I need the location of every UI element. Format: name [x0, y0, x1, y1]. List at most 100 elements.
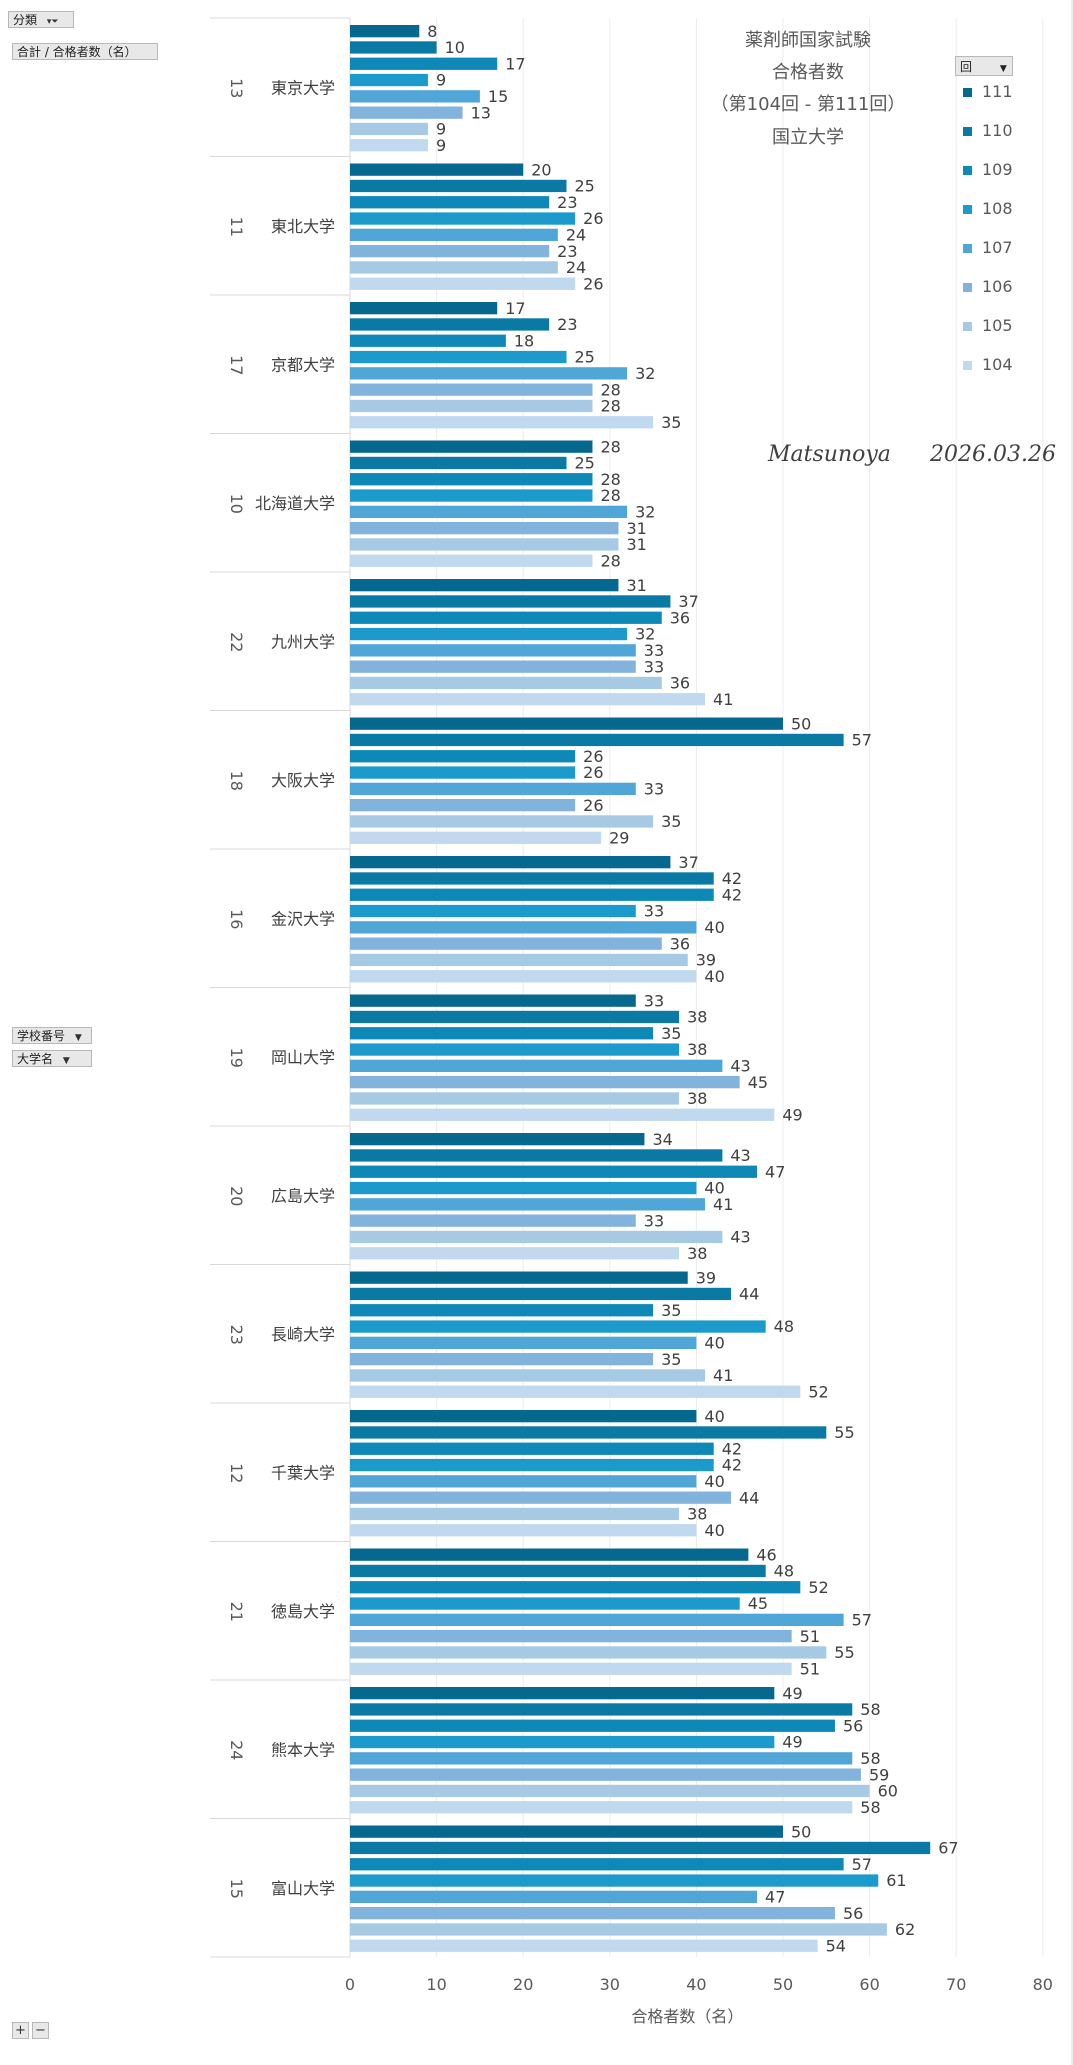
- filter-field-label: 分類: [13, 13, 38, 27]
- data-label: 17: [505, 299, 525, 318]
- bar-107: [350, 90, 480, 103]
- data-label: 39: [696, 951, 716, 970]
- expand-button[interactable]: +: [12, 2022, 29, 2039]
- data-label: 57: [852, 1611, 872, 1630]
- category-labels: 13 東京大学 11 東北大学 17 京都大学 10 北海道大学 22 九州大学 18 大阪大学 16 金…: [210, 17, 351, 1958]
- legend-field-button[interactable]: 回 ▼: [955, 56, 1013, 76]
- data-label: 40: [704, 1521, 724, 1540]
- university-name-label: 東北大学: [271, 217, 335, 236]
- legend-swatch: [963, 361, 972, 370]
- bar-108: [350, 1735, 775, 1749]
- data-label: 38: [687, 1505, 707, 1524]
- data-label: 32: [635, 503, 655, 522]
- row-field-button-name[interactable]: 大学名 ▼: [12, 1050, 92, 1067]
- watermark-author: Matsunoya: [768, 442, 891, 467]
- university-name-label: 熊本大学: [271, 1740, 335, 1759]
- data-label: 45: [748, 1594, 768, 1613]
- data-label: 25: [575, 177, 595, 196]
- bar-111: [350, 717, 783, 730]
- data-label: 44: [739, 1285, 759, 1304]
- data-label: 58: [860, 1798, 880, 1817]
- chevron-down-icon: ▼: [62, 1056, 70, 1066]
- bar-104: [350, 554, 593, 567]
- data-label: 35: [661, 1024, 681, 1043]
- school-number-label: 11: [227, 217, 246, 237]
- bar-105: [350, 261, 558, 274]
- data-label: 24: [566, 226, 586, 245]
- data-label: 49: [782, 1733, 802, 1752]
- legend-swatch: [963, 166, 972, 175]
- data-label: 33: [644, 641, 664, 660]
- bar-111: [350, 1271, 688, 1284]
- bar-106: [350, 1214, 636, 1227]
- bar-111: [350, 1548, 749, 1561]
- x-tick-label: 70: [946, 1975, 966, 1994]
- bar-109: [350, 334, 506, 347]
- data-label: 42: [722, 869, 742, 888]
- bar-106: [350, 1630, 792, 1643]
- university-name-label: 九州大学: [271, 632, 335, 651]
- school-number-label: 24: [227, 1740, 246, 1760]
- x-tick-label: 50: [773, 1975, 793, 1994]
- bar-106: [350, 1907, 835, 1920]
- bar-105: [350, 1784, 870, 1798]
- legend-label: 104: [982, 355, 1013, 374]
- bar-110: [350, 1149, 723, 1162]
- bar-104: [350, 416, 654, 429]
- row-field-button-number[interactable]: 学校番号 ▼: [12, 1027, 92, 1044]
- value-field-button[interactable]: 合計 / 合格者数（名）: [12, 43, 158, 60]
- bar-104: [350, 1247, 680, 1260]
- title-line-3: （第104回 - 第111回）: [710, 94, 906, 115]
- school-number-label: 22: [227, 632, 246, 652]
- data-label: 40: [704, 918, 724, 937]
- bar-106: [350, 245, 550, 258]
- bar-104: [350, 1385, 801, 1398]
- legend-item-111: 111: [963, 82, 1013, 101]
- data-label: 55: [834, 1423, 854, 1442]
- bar-108: [350, 489, 593, 502]
- data-label: 28: [600, 437, 620, 456]
- bar-111: [350, 440, 593, 453]
- x-axis-label: 合格者数（名）: [631, 2007, 743, 2026]
- bar-109: [350, 473, 593, 486]
- bar-108: [350, 1874, 879, 1887]
- chevron-down-icon: ▼: [74, 1033, 82, 1043]
- university-name-label: 広島大学: [271, 1186, 335, 1205]
- data-label: 54: [826, 1936, 846, 1955]
- bar-106: [350, 937, 662, 950]
- collapse-button[interactable]: −: [32, 2022, 49, 2039]
- x-tick-label: 60: [859, 1975, 879, 1994]
- bar-111: [350, 163, 524, 176]
- bar-109: [350, 1304, 654, 1317]
- bar-108: [350, 1320, 766, 1333]
- bar-109: [350, 1858, 844, 1871]
- data-label: 46: [756, 1545, 776, 1564]
- filter-field-button[interactable]: 分類 ▾⏷: [8, 11, 74, 28]
- bar-106: [350, 660, 636, 673]
- bar-104: [350, 1662, 792, 1675]
- data-label: 52: [808, 1382, 828, 1401]
- bar-110: [350, 733, 844, 747]
- row-field-label-name: 大学名: [17, 1052, 54, 1066]
- data-label: 33: [644, 991, 664, 1010]
- bar-108: [350, 904, 636, 918]
- bar-108: [350, 1597, 740, 1610]
- data-label: 23: [557, 193, 577, 212]
- data-label: 23: [557, 315, 577, 334]
- title-line-4: 国立大学: [772, 127, 844, 148]
- data-label: 34: [652, 1130, 672, 1149]
- legend-item-106: 106: [963, 277, 1013, 296]
- bar-109: [350, 750, 576, 763]
- legend-label: 108: [982, 199, 1013, 218]
- bar-106: [350, 1353, 654, 1366]
- university-name-label: 京都大学: [271, 355, 335, 374]
- university-name-label: 千葉大学: [271, 1463, 335, 1482]
- bar-105: [350, 676, 662, 690]
- data-label: 44: [739, 1488, 759, 1507]
- school-number-label: 18: [227, 771, 246, 791]
- data-label: 56: [843, 1716, 863, 1735]
- data-label: 59: [869, 1765, 889, 1784]
- data-label: 28: [600, 380, 620, 399]
- data-label: 9: [436, 71, 446, 90]
- chevron-down-icon: ▼: [999, 64, 1007, 74]
